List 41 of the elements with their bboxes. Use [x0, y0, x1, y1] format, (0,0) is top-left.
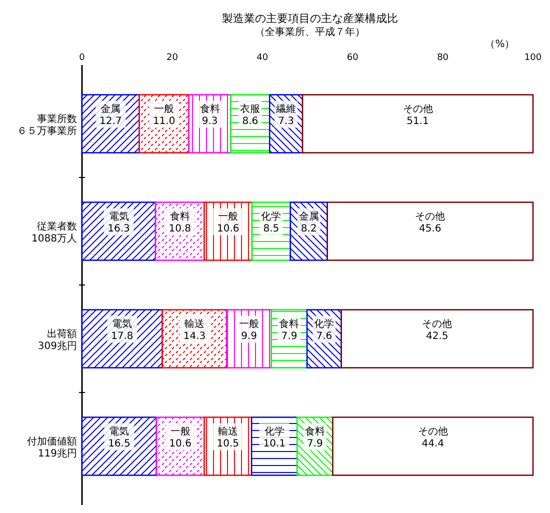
data-label: 輸送 10.5: [216, 425, 240, 450]
data-label: その他 44.4: [418, 425, 448, 450]
chart-subtitle: （全事業所、平成７年）: [255, 26, 365, 38]
data-label: 一般 10.6: [169, 426, 192, 450]
y-tick-label: 出荷額 309兆円: [38, 328, 77, 352]
data-label: 一般 10.6: [216, 211, 240, 234]
bar: [302, 94, 534, 154]
text: （%）: [485, 39, 515, 50]
data-label: その他 42.5: [422, 318, 452, 342]
y-tick-label: 従業者数 1088万人: [32, 220, 77, 244]
data-label: 食料 9.3: [200, 102, 220, 127]
data-label: 食料 10.8: [168, 210, 191, 234]
data-label: その他 45.6: [415, 210, 446, 234]
x-tick-label: 40: [256, 53, 268, 63]
data-label: 化学 7.6: [314, 318, 334, 342]
y-tick-label: 付加価値額 119兆円: [27, 435, 77, 460]
data-label: 金属 8.2: [298, 210, 319, 234]
data-label: 化学 8.5: [261, 210, 282, 234]
data-label: 電気 16.3: [108, 211, 130, 234]
x-tick-label: 100: [524, 53, 542, 63]
data-label: 電気 16.5: [108, 426, 130, 450]
data-label: 食料 7.9: [279, 318, 300, 342]
bar: [340, 309, 534, 368]
data-label: 輸送 14.3: [183, 318, 206, 342]
chart-title: 製造業の主要項目の主な産業構成比: [222, 12, 398, 25]
bar: [332, 416, 534, 476]
data-label: 金属 12.7: [100, 102, 122, 127]
x-tick-label: 80: [437, 53, 449, 63]
data-label: 電気 17.8: [111, 318, 134, 342]
x-tick-label: 20: [166, 53, 178, 63]
data-label: 衣服 8.6: [240, 102, 260, 127]
data-label: 一般 9.9: [239, 318, 260, 342]
data-label: 食料 7.9: [304, 425, 325, 450]
data-label: 繊維 7.3: [275, 102, 296, 127]
x-tick-label: 60: [346, 53, 359, 63]
x-tick-label: 0: [79, 53, 86, 63]
bar: [326, 202, 534, 261]
data-label: 化学 10.1: [263, 425, 286, 450]
data-label: その他 51.1: [402, 102, 433, 127]
data-label: 一般 11.0: [152, 104, 176, 127]
y-tick-label: 事業所数６５万事業所: [17, 112, 77, 137]
